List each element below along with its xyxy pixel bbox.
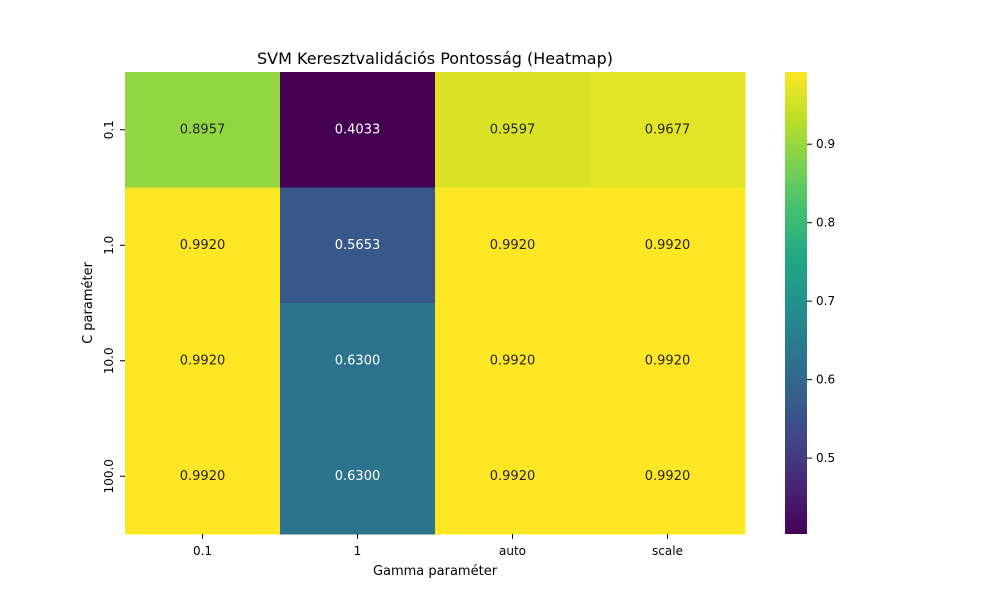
cell-value-label: 0.9920	[490, 353, 536, 368]
colorbar-tick-label: 0.8	[816, 216, 835, 230]
colorbar-tick-label: 0.6	[816, 373, 835, 387]
cell-value-label: 0.9920	[645, 469, 691, 484]
cell-value-label: 0.9920	[645, 353, 691, 368]
y-tick-label: 1.0	[102, 236, 116, 255]
cell-value-label: 0.9920	[490, 238, 536, 253]
colorbar	[785, 72, 807, 534]
cell-value-label: 0.6300	[335, 353, 381, 368]
cell-value-label: 0.5653	[335, 238, 381, 253]
colorbar-ticks: 0.5 0.6 0.7 0.8 0.9	[807, 137, 835, 465]
heatmap-cell	[435, 72, 591, 188]
heatmap-cell	[435, 303, 591, 419]
colorbar-tick-label: 0.7	[816, 294, 835, 308]
cell-value-label: 0.9920	[180, 238, 226, 253]
heatmap-cell	[125, 72, 281, 188]
x-tick-label: 0.1	[193, 544, 212, 558]
colorbar-tick-label: 0.5	[816, 451, 835, 465]
cell-value-label: 0.9920	[180, 469, 226, 484]
cell-value-label: 0.9597	[490, 122, 536, 137]
heatmap-cell	[280, 187, 436, 304]
cell-value-label: 0.9920	[645, 238, 691, 253]
x-tick-label: auto	[499, 544, 526, 558]
y-tick-label: 100.0	[102, 459, 116, 493]
cell-value-label: 0.9677	[645, 122, 691, 137]
cell-value-label: 0.9920	[180, 353, 226, 368]
chart-title: SVM Keresztvalidációs Pontosság (Heatmap…	[257, 49, 613, 68]
x-tick-label: scale	[652, 544, 683, 558]
heatmap-cell	[125, 418, 281, 535]
x-axis-ticks: 0.1 1 auto scale	[193, 534, 683, 558]
cell-value-label: 0.4033	[335, 122, 381, 137]
heatmap-cells	[125, 72, 746, 535]
cell-value-label: 0.9920	[490, 469, 536, 484]
x-tick-label: 1	[354, 544, 362, 558]
heatmap-cell	[280, 303, 436, 419]
cell-value-label: 0.8957	[180, 122, 226, 137]
heatmap-cell	[435, 187, 591, 304]
heatmap-cell-labels: 0.8957 0.4033 0.9597 0.9677 0.9920 0.5653 0.99…	[180, 122, 691, 484]
heatmap-cell	[590, 187, 746, 304]
cell-value-label: 0.6300	[335, 469, 381, 484]
y-axis-label: C paraméter	[81, 261, 96, 343]
heatmap-cell	[590, 418, 746, 535]
colorbar-tick-label: 0.9	[816, 137, 835, 151]
y-axis-ticks: 0.1 1.0 10.0 100.0	[102, 120, 125, 493]
heatmap-cell	[280, 418, 436, 535]
y-tick-label: 0.1	[102, 120, 116, 139]
heatmap-cell	[280, 72, 436, 188]
heatmap-cell	[590, 72, 746, 188]
heatmap-cell	[125, 303, 281, 419]
heatmap-cell	[435, 418, 591, 535]
heatmap-cell	[125, 187, 281, 304]
heatmap-cell	[590, 303, 746, 419]
y-tick-label: 10.0	[102, 347, 116, 374]
x-axis-label: Gamma paraméter	[373, 564, 498, 579]
